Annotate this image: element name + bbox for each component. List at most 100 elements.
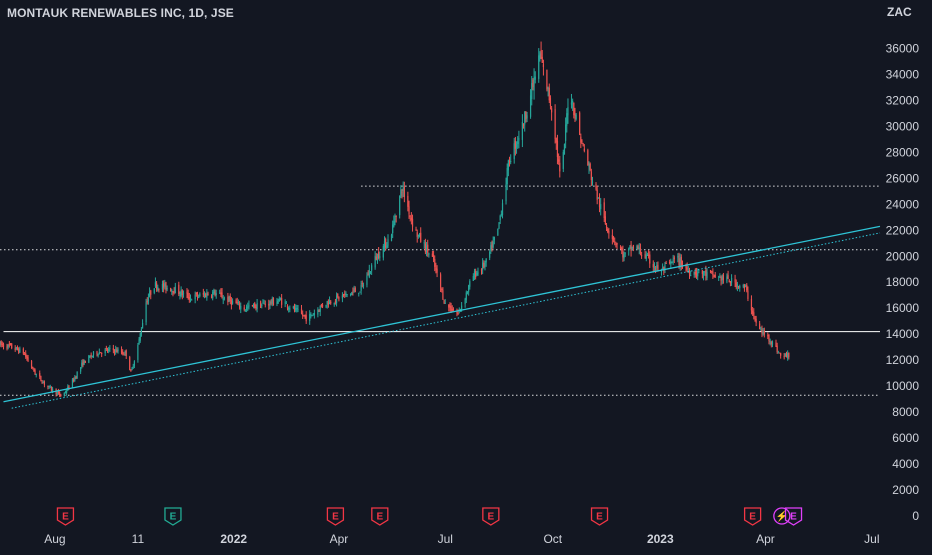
candle-body bbox=[515, 144, 518, 148]
candle-body bbox=[125, 350, 127, 356]
earnings-event-marker[interactable]: E bbox=[590, 507, 609, 526]
earnings-event-marker[interactable]: E bbox=[326, 507, 345, 526]
candle-body bbox=[341, 295, 344, 299]
candle-body bbox=[662, 267, 664, 269]
candle-body bbox=[270, 302, 272, 304]
candle-body bbox=[605, 225, 608, 228]
candle-body bbox=[490, 245, 492, 251]
candle-body bbox=[7, 344, 9, 348]
candle-body bbox=[311, 315, 313, 317]
candle-body bbox=[763, 330, 765, 335]
candle-body bbox=[551, 108, 553, 113]
candle-body bbox=[279, 299, 282, 301]
candle-body bbox=[97, 354, 99, 356]
candle-body bbox=[542, 64, 545, 67]
candle-body bbox=[705, 269, 707, 276]
candle-body bbox=[534, 76, 536, 80]
candle-body bbox=[222, 298, 224, 300]
candle-body bbox=[513, 143, 515, 160]
candle-body bbox=[320, 304, 322, 306]
candle-body bbox=[428, 252, 430, 256]
candle-body bbox=[771, 341, 774, 345]
candle-body bbox=[199, 293, 201, 297]
earnings-event-marker[interactable]: E bbox=[784, 507, 803, 526]
candle-body bbox=[383, 240, 386, 247]
candle-body bbox=[51, 388, 54, 392]
candle-body bbox=[653, 267, 656, 269]
candle-body bbox=[706, 272, 708, 278]
candle-body bbox=[338, 297, 340, 300]
candle-body bbox=[251, 305, 254, 307]
candle-body bbox=[98, 351, 100, 355]
candle-body bbox=[202, 293, 204, 295]
candle-body bbox=[293, 306, 296, 311]
candle-body bbox=[713, 276, 715, 278]
candle-body bbox=[174, 286, 176, 294]
candle-body bbox=[628, 248, 630, 251]
candle-body bbox=[476, 272, 478, 276]
candle-body bbox=[698, 269, 700, 271]
candle-body bbox=[124, 351, 126, 354]
split-circle bbox=[773, 507, 791, 525]
candle-body bbox=[148, 291, 151, 297]
candle-body bbox=[74, 377, 76, 381]
candle-body bbox=[521, 121, 523, 140]
candle-body bbox=[746, 284, 748, 291]
trendline-dotted[interactable] bbox=[11, 232, 881, 409]
candle-body bbox=[517, 141, 519, 144]
candle-body bbox=[506, 168, 508, 185]
trendline[interactable] bbox=[3, 225, 881, 403]
candle-body bbox=[729, 280, 732, 284]
earnings-shield bbox=[482, 507, 500, 526]
candle-body bbox=[750, 298, 753, 311]
y-tick-label: 24000 bbox=[886, 197, 920, 211]
earnings-event-marker[interactable]: E bbox=[482, 507, 500, 526]
candle-body bbox=[243, 307, 245, 310]
candle-body bbox=[18, 348, 20, 353]
candle-body bbox=[722, 274, 724, 280]
earnings-event-marker[interactable]: E bbox=[56, 507, 75, 526]
candle-body bbox=[30, 361, 33, 368]
candle-body bbox=[410, 217, 412, 221]
x-tick-label: 2023 bbox=[647, 532, 674, 546]
candle-body bbox=[697, 272, 699, 277]
candle-body bbox=[73, 379, 75, 381]
candle-body bbox=[415, 229, 417, 231]
candle-body bbox=[728, 280, 730, 283]
candle-body bbox=[360, 285, 362, 291]
event-glyph: E bbox=[170, 512, 177, 523]
candle-body bbox=[499, 215, 501, 221]
candle-body bbox=[337, 293, 339, 297]
candle-body bbox=[317, 309, 319, 315]
candle-body bbox=[730, 277, 733, 283]
candle-body bbox=[423, 242, 425, 244]
candle-body bbox=[677, 256, 679, 258]
candle-body bbox=[1, 343, 3, 345]
earnings-event-marker[interactable]: E bbox=[371, 507, 389, 526]
candle-body bbox=[395, 216, 397, 218]
earnings-event-marker[interactable]: E bbox=[743, 507, 762, 526]
candle-body bbox=[14, 348, 16, 350]
candle-body bbox=[466, 291, 469, 293]
candle-body bbox=[245, 306, 248, 310]
earnings-event-marker[interactable]: E bbox=[164, 507, 182, 526]
candle-body bbox=[780, 353, 782, 356]
candle-body bbox=[579, 112, 581, 135]
candle-body bbox=[611, 234, 613, 240]
candle-body bbox=[345, 292, 347, 295]
candle-body bbox=[0, 342, 1, 347]
candle-body bbox=[321, 304, 324, 307]
event-glyph: E bbox=[749, 512, 756, 523]
candle-body bbox=[767, 335, 769, 337]
candle-body bbox=[166, 288, 168, 290]
candle-body bbox=[616, 242, 618, 245]
candle-body bbox=[213, 289, 215, 294]
candle-body bbox=[702, 274, 705, 276]
candle-body bbox=[101, 352, 103, 354]
candle-body bbox=[278, 298, 280, 301]
candle-body bbox=[442, 290, 444, 300]
candle-body bbox=[587, 150, 589, 166]
candle-body bbox=[603, 202, 605, 218]
